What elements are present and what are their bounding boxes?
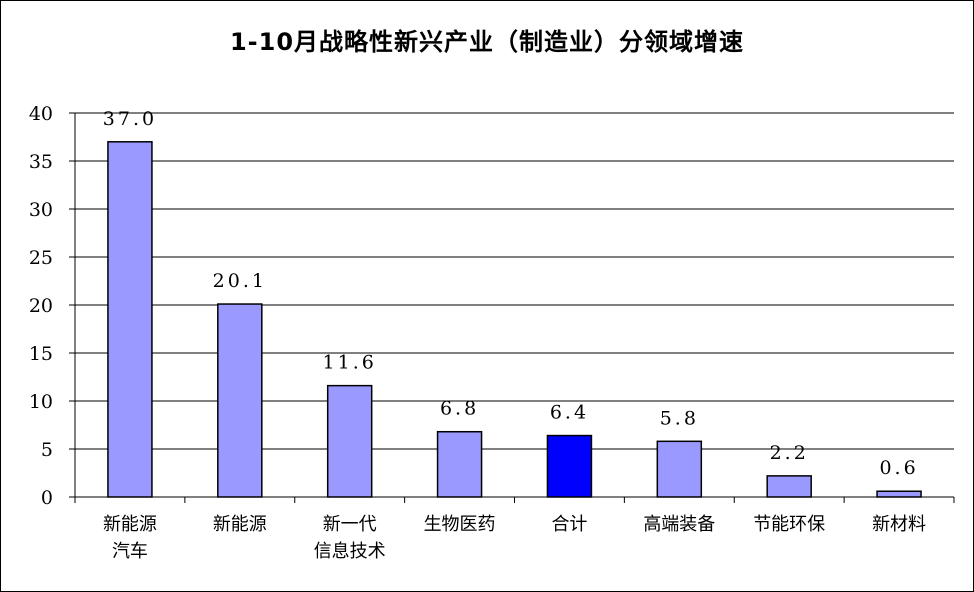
- data-label: 6.4: [550, 402, 589, 424]
- category-label: 汽车: [112, 541, 148, 562]
- bar-7: [876, 490, 922, 498]
- bar-5: [656, 440, 703, 498]
- data-label: 5.8: [660, 407, 699, 429]
- data-label: 37.0: [103, 108, 157, 130]
- data-label: 11.6: [323, 352, 377, 374]
- category-label: 新一代: [323, 514, 377, 535]
- y-tick-label: 40: [29, 103, 53, 125]
- gridlines: [75, 112, 954, 450]
- bar-1: [217, 303, 263, 498]
- bar-6: [766, 475, 812, 498]
- data-label: 0.6: [879, 457, 918, 479]
- data-labels: 37.0 20.1 11.6 6.8 6.4 5.8 2.2 0.6: [103, 108, 918, 479]
- category-label: 新能源: [103, 514, 157, 535]
- y-tick-label: 20: [29, 295, 53, 317]
- y-tick-label: 0: [41, 487, 53, 509]
- axes: [69, 112, 955, 503]
- bars: [107, 141, 922, 498]
- y-tick-label: 35: [29, 151, 53, 173]
- category-label: 新材料: [872, 514, 926, 535]
- category-label: 生物医药: [424, 514, 496, 535]
- y-tick-label: 10: [29, 391, 53, 413]
- bar-0: [107, 141, 153, 498]
- y-tick-label: 25: [29, 247, 53, 269]
- category-label: 高端装备: [643, 514, 715, 535]
- y-tick-label: 5: [41, 439, 53, 461]
- data-label: 6.8: [440, 398, 479, 420]
- category-label: 新能源: [213, 514, 267, 535]
- category-label: 节能环保: [753, 514, 825, 535]
- category-label: 信息技术: [314, 541, 386, 562]
- data-label: 20.1: [213, 270, 267, 292]
- y-tick-labels: 0 5 10 15 20 25 30 35 40: [29, 103, 53, 509]
- y-tick-label: 15: [29, 343, 53, 365]
- data-label: 2.2: [770, 442, 809, 464]
- bar-3: [436, 430, 483, 498]
- bar-2: [326, 384, 373, 498]
- category-label: 合计: [551, 514, 587, 535]
- y-tick-label: 30: [29, 199, 53, 221]
- bar-4: [546, 434, 593, 498]
- chart-title: 1-10月战略性新兴产业（制造业）分领域增速: [229, 28, 745, 56]
